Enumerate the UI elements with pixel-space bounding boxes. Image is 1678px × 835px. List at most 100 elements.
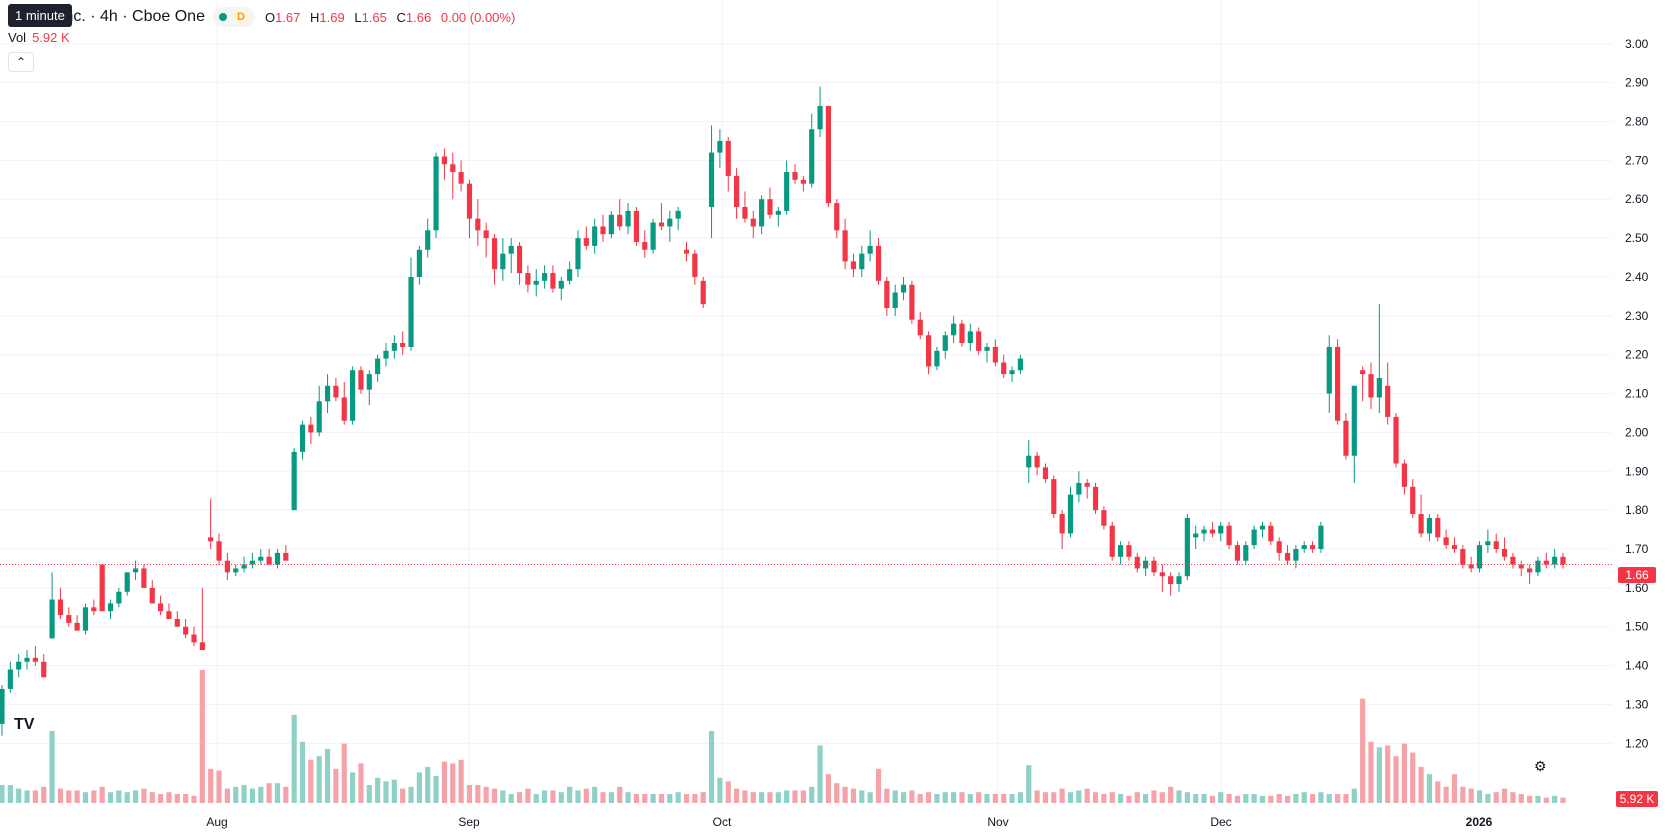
volume-bar xyxy=(1284,795,1291,803)
volume-bar xyxy=(66,790,72,803)
candle-body xyxy=(341,397,347,421)
candle-body xyxy=(775,210,781,215)
volume-bar xyxy=(1552,795,1558,803)
volume-bar xyxy=(859,790,865,803)
volume-bar xyxy=(0,785,5,803)
volume-bar xyxy=(1234,795,1241,803)
volume-bar xyxy=(592,786,598,803)
candle-body xyxy=(1368,374,1374,398)
candle-body xyxy=(617,214,623,227)
volume-bar xyxy=(608,792,614,803)
volume-bar xyxy=(1351,788,1357,803)
market-status[interactable]: D xyxy=(212,7,255,27)
candle-body xyxy=(575,238,581,270)
volume-bar xyxy=(1460,786,1466,803)
volume-bar xyxy=(1076,790,1082,803)
price-tick-label: 2.80 xyxy=(1625,115,1649,129)
volume-bar xyxy=(408,786,414,803)
candle-body xyxy=(166,611,172,619)
volume-bar xyxy=(1168,786,1174,803)
volume-bar xyxy=(416,772,422,803)
price-tick-label: 1.30 xyxy=(1625,697,1649,711)
candle-body xyxy=(116,591,122,604)
candle-body xyxy=(750,218,756,227)
volume-bar xyxy=(625,792,631,803)
volume-bar xyxy=(942,792,948,803)
candle-body xyxy=(383,350,389,359)
gear-icon[interactable]: ⚙ xyxy=(1534,758,1547,774)
price-change: 0.00 (0.00%) xyxy=(440,9,516,25)
candle-body xyxy=(1510,556,1516,565)
volume-bar xyxy=(1268,795,1274,803)
chevron-up-icon: ⌃ xyxy=(15,55,27,69)
candle-body xyxy=(1376,378,1382,398)
candle-body xyxy=(350,370,356,421)
candle-body xyxy=(717,140,723,153)
tradingview-logo[interactable]: TV xyxy=(14,716,35,733)
volume-bar xyxy=(1092,792,1099,803)
candle-body xyxy=(842,230,848,262)
candle-body xyxy=(976,331,982,351)
candle-body xyxy=(500,253,506,270)
volume-bar xyxy=(1218,792,1224,803)
candle-body xyxy=(299,424,306,452)
volume-bar xyxy=(1159,792,1165,803)
volume-bar xyxy=(91,790,97,803)
candle-body xyxy=(0,688,5,724)
candle-body xyxy=(683,249,690,254)
candle-body xyxy=(132,568,139,573)
candle-body xyxy=(925,335,932,367)
volume-bar xyxy=(1393,756,1399,803)
candle-body xyxy=(792,172,798,180)
volume-bar xyxy=(742,790,748,803)
candle-body xyxy=(742,207,748,219)
volume-bar xyxy=(458,759,464,803)
volume-bar xyxy=(1510,792,1516,803)
volume-bar xyxy=(266,783,272,803)
volume-bar xyxy=(1059,788,1065,803)
volume-bar xyxy=(99,786,105,803)
price-tick-label: 2.30 xyxy=(1625,309,1649,323)
candle-body xyxy=(1451,545,1458,550)
volume-bar xyxy=(383,781,389,803)
price-tick-label: 1.90 xyxy=(1625,464,1649,478)
candle-body xyxy=(158,603,164,612)
candle-body xyxy=(884,280,890,309)
candle-body xyxy=(1401,463,1407,487)
volume-bar xyxy=(1293,794,1299,803)
volume-bar xyxy=(825,774,831,803)
volume-bar xyxy=(633,794,640,803)
volume-bar xyxy=(1360,698,1366,803)
candle-body xyxy=(675,210,681,219)
price-tick-label: 1.80 xyxy=(1625,503,1649,517)
time-tick-label: 2026 xyxy=(1466,815,1493,829)
ohlc-close-value: 1.66 xyxy=(405,9,432,25)
candle-body xyxy=(241,564,247,569)
candle-body xyxy=(1276,541,1282,553)
candle-body xyxy=(258,556,264,561)
price-tick-label: 2.10 xyxy=(1625,387,1649,401)
volume-bar xyxy=(1309,794,1316,803)
volume-bar xyxy=(1385,745,1391,803)
volume-bar xyxy=(784,790,790,803)
price-tick-label: 2.20 xyxy=(1625,348,1649,362)
volume-bar xyxy=(800,790,806,803)
candle-body xyxy=(274,552,281,565)
volume-bar xyxy=(675,792,681,803)
volume-bar xyxy=(692,794,698,803)
price-tick-label: 1.60 xyxy=(1625,581,1649,595)
collapse-legend-button[interactable]: ⌃ xyxy=(8,52,34,72)
symbol-title[interactable]: Inc. · 4h · Cboe One xyxy=(60,8,205,25)
volume-bar xyxy=(350,772,356,803)
candle-body xyxy=(107,603,114,612)
volume-bar xyxy=(1485,794,1491,803)
volume-bar xyxy=(892,790,898,803)
interval-tooltip: 1 minute xyxy=(8,4,72,27)
candle-body xyxy=(1243,545,1249,561)
volume-bar xyxy=(1401,743,1407,803)
price-axis: 3.00 2.90 2.80 2.70 2.60 2.50 2.40 2.30 2.20 2.10… xyxy=(1625,37,1649,751)
candle-body xyxy=(483,230,489,239)
volume-bar xyxy=(199,669,205,803)
volume-bar xyxy=(1518,794,1524,803)
